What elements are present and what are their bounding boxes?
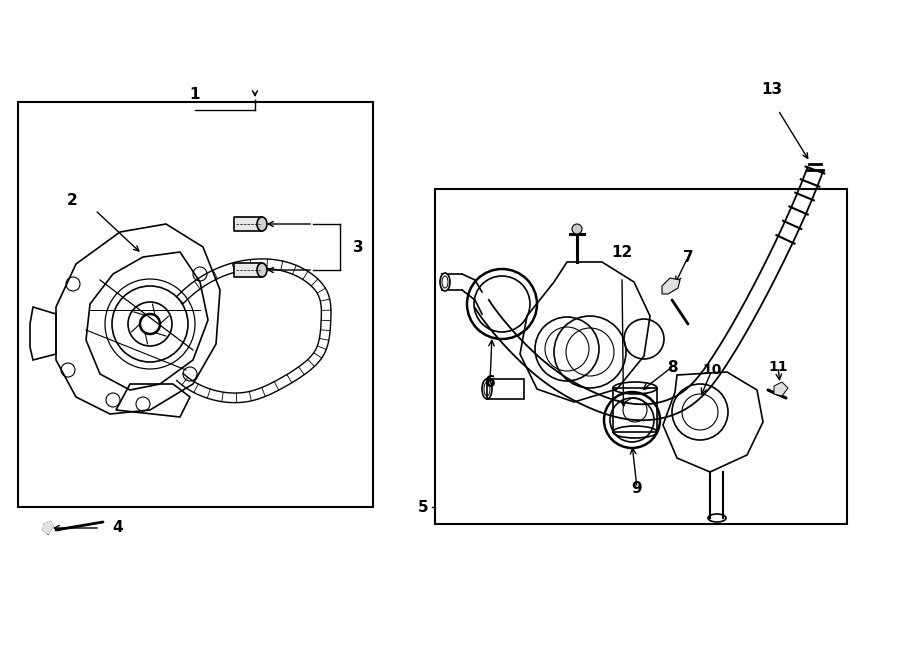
Polygon shape [662,278,680,294]
Text: 11: 11 [769,360,788,374]
Text: 2: 2 [67,193,77,207]
Text: 6: 6 [484,375,495,389]
Text: 1: 1 [190,87,201,101]
Ellipse shape [442,276,448,288]
Text: 12: 12 [611,245,633,260]
Polygon shape [43,522,53,534]
Bar [18,102,373,507]
Text: 10: 10 [702,363,722,377]
Text: 13: 13 [761,82,783,97]
Text: 5: 5 [418,500,428,514]
Text: 4: 4 [112,520,123,536]
Text: 8: 8 [667,359,678,375]
Text: 3: 3 [353,240,364,254]
Bar [234,217,262,231]
Text: 7: 7 [683,250,693,265]
Polygon shape [774,382,788,396]
Text: 9: 9 [632,481,643,495]
Ellipse shape [257,263,267,277]
Bar [435,189,847,524]
Bar [234,263,262,277]
Circle shape [572,224,582,234]
Ellipse shape [257,217,267,231]
Ellipse shape [440,273,450,291]
